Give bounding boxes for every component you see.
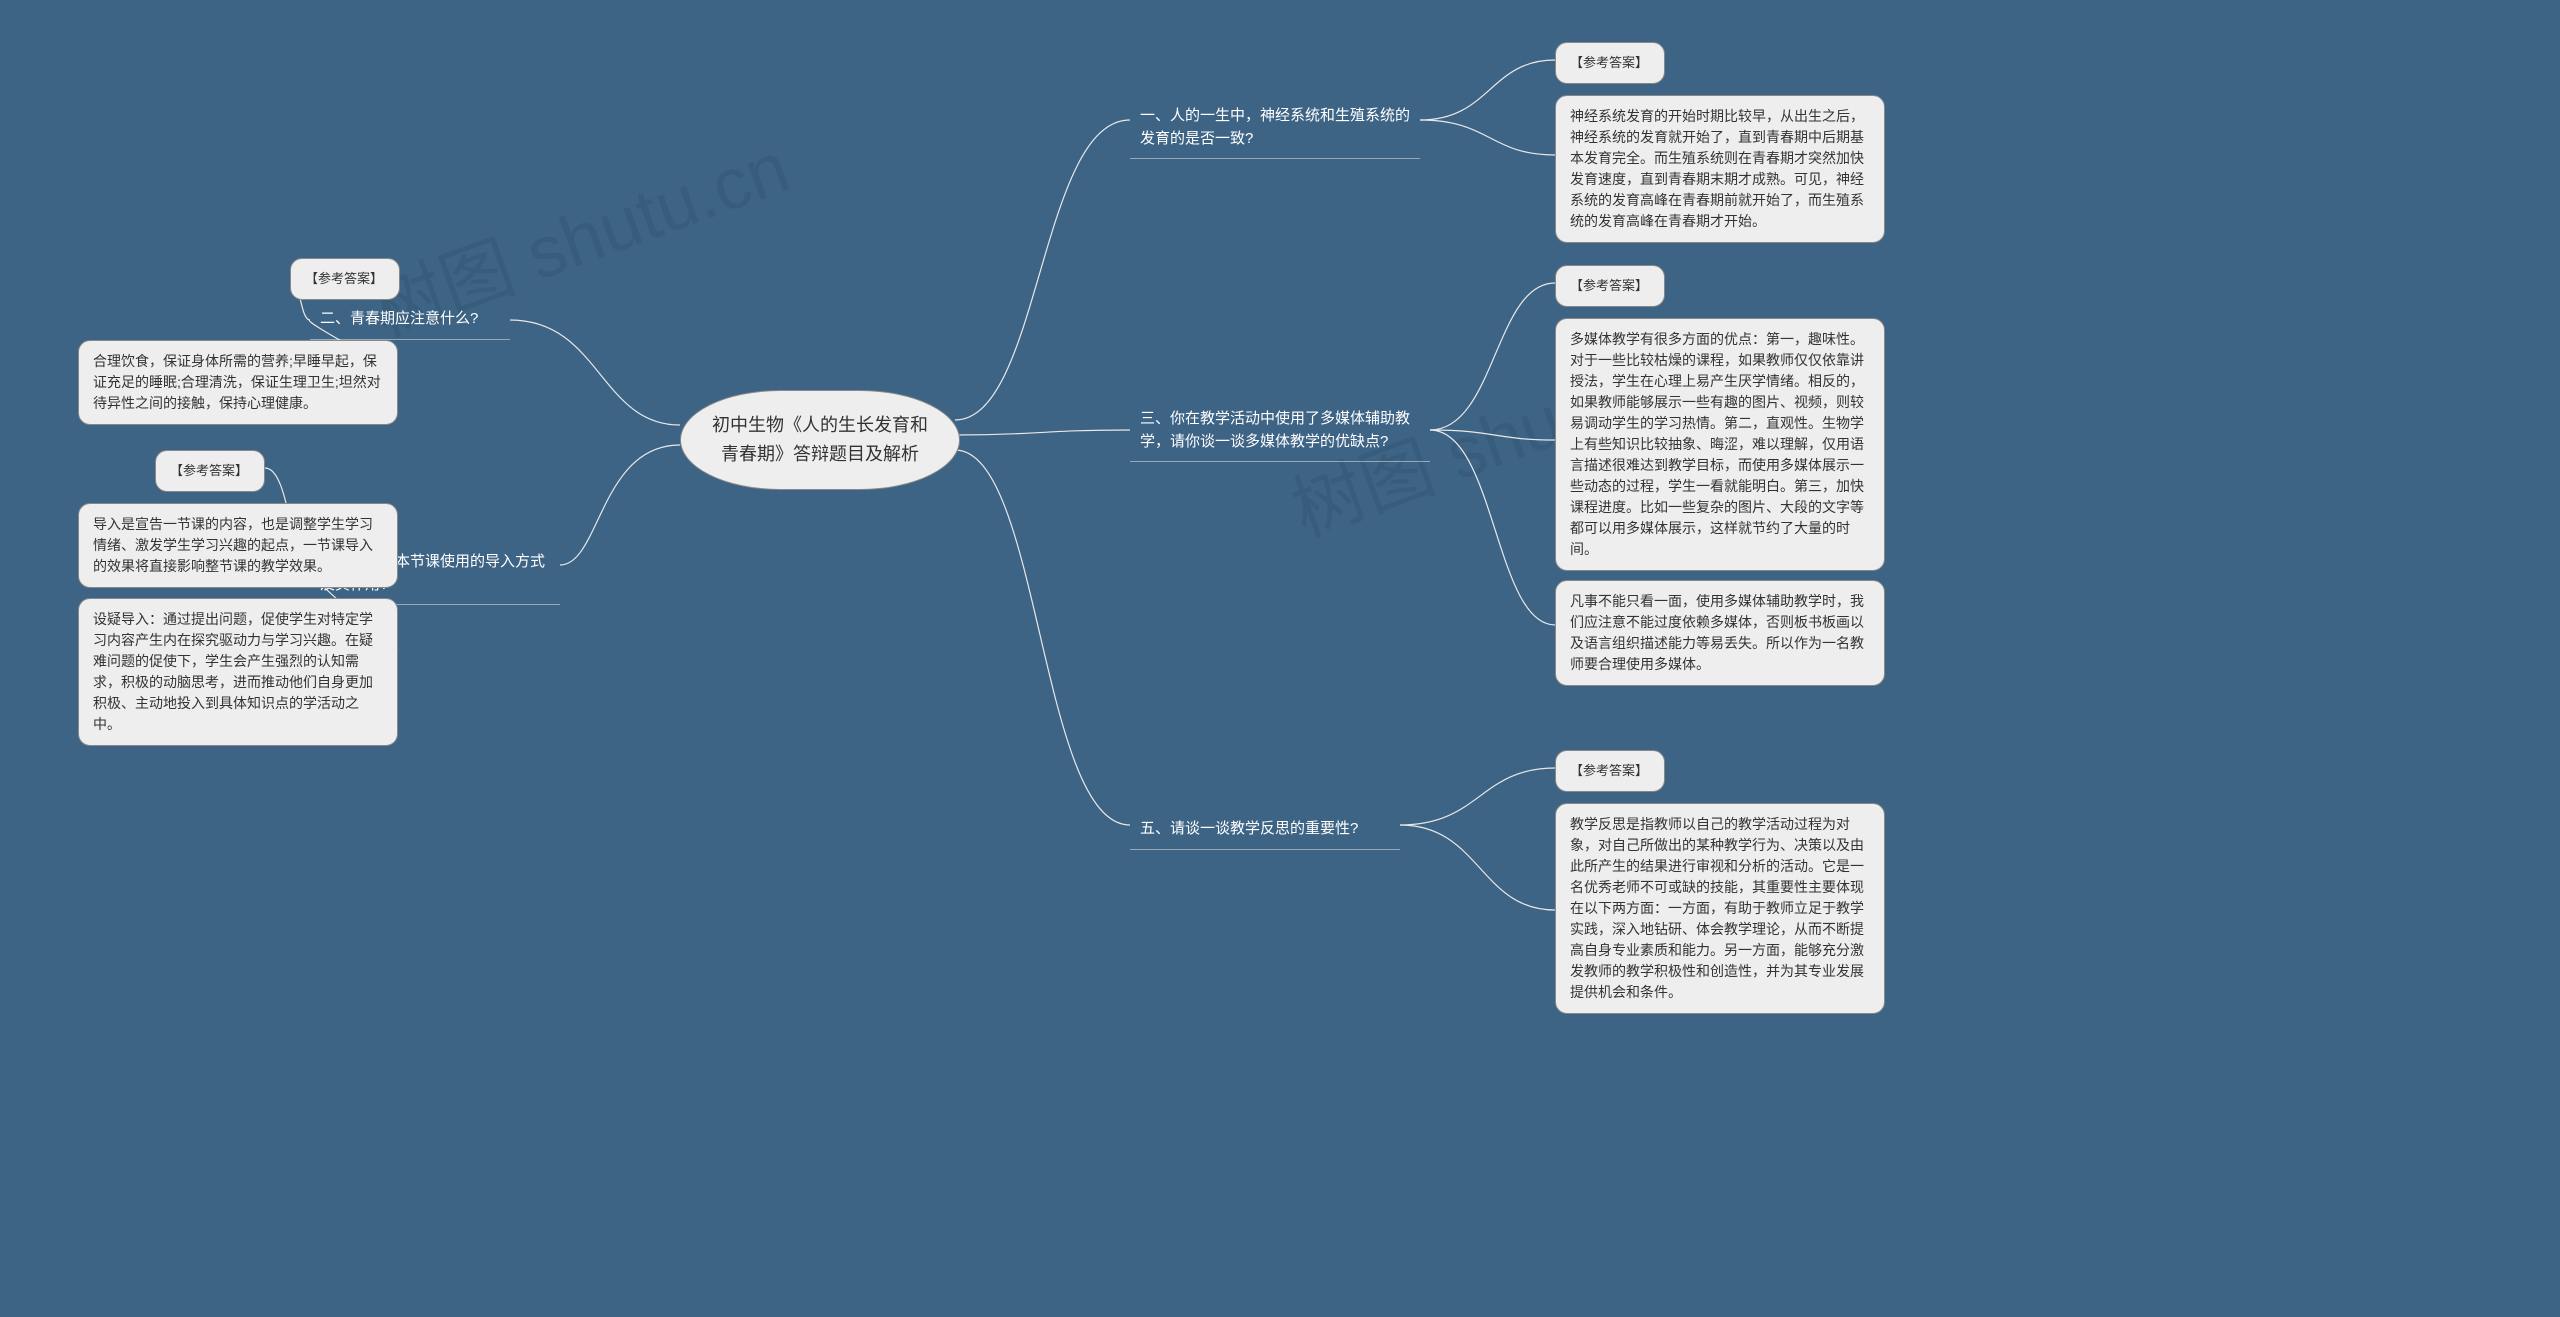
leaf-q3-answer-label: 【参考答案】 bbox=[1555, 265, 1665, 307]
branch-q3[interactable]: 三、你在教学活动中使用了多媒体辅助教学，请你谈一谈多媒体教学的优缺点? bbox=[1130, 400, 1430, 462]
leaf-q5-answer-label: 【参考答案】 bbox=[1555, 750, 1665, 792]
leaf-q2-answer-label: 【参考答案】 bbox=[290, 258, 400, 300]
leaf-q4-answer-body2: 设疑导入：通过提出问题，促使学生对特定学习内容产生内在探究驱动力与学习兴趣。在疑… bbox=[78, 598, 398, 746]
leaf-q5-answer-body: 教学反思是指教师以自己的教学活动过程为对象，对自己所做出的某种教学行为、决策以及… bbox=[1555, 803, 1885, 1014]
center-node[interactable]: 初中生物《人的生长发育和青春期》答辩题目及解析 bbox=[680, 390, 960, 490]
branch-q1[interactable]: 一、人的一生中，神经系统和生殖系统的发育的是否一致? bbox=[1130, 97, 1420, 159]
leaf-q1-answer-body: 神经系统发育的开始时期比较早，从出生之后，神经系统的发育就开始了，直到青春期中后… bbox=[1555, 95, 1885, 243]
branch-q2[interactable]: 二、青春期应注意什么? bbox=[310, 300, 510, 340]
leaf-q2-answer-body: 合理饮食，保证身体所需的营养;早睡早起，保证充足的睡眠;合理清洗，保证生理卫生;… bbox=[78, 340, 398, 425]
leaf-q4-answer-label: 【参考答案】 bbox=[155, 450, 265, 492]
branch-q5[interactable]: 五、请谈一谈教学反思的重要性? bbox=[1130, 810, 1400, 850]
leaf-q4-answer-body1: 导入是宣告一节课的内容，也是调整学生学习情绪、激发学生学习兴趣的起点，一节课导入… bbox=[78, 503, 398, 588]
leaf-q3-answer-body1: 多媒体教学有很多方面的优点：第一，趣味性。对于一些比较枯燥的课程，如果教师仅仅依… bbox=[1555, 318, 1885, 571]
leaf-q3-answer-body2: 凡事不能只看一面，使用多媒体辅助教学时，我们应注意不能过度依赖多媒体，否则板书板… bbox=[1555, 580, 1885, 686]
leaf-q1-answer-label: 【参考答案】 bbox=[1555, 42, 1665, 84]
